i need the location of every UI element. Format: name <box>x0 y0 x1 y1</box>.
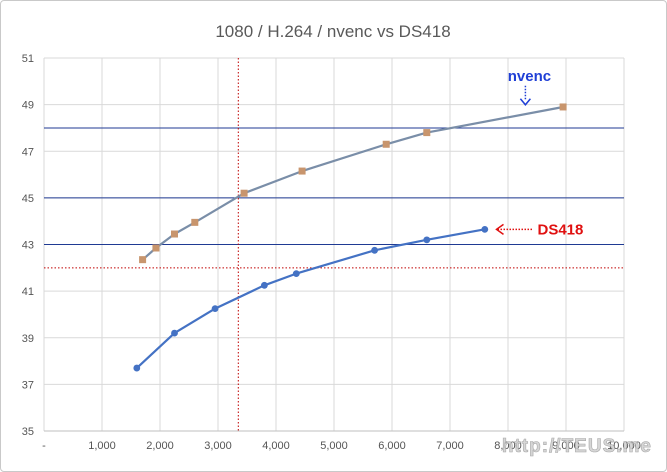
y-tick-label: 39 <box>22 333 34 345</box>
y-tick-label: 51 <box>22 53 34 65</box>
y-tick-label: 41 <box>22 286 34 298</box>
x-tick-label: 7,000 <box>436 440 464 452</box>
series-1-point <box>382 140 390 148</box>
series-1-point <box>152 244 160 252</box>
x-tick-label: 9,000 <box>552 440 580 452</box>
x-tick-label: 3,000 <box>204 440 232 452</box>
series-1-point <box>240 189 248 197</box>
x-tick-label: 4,000 <box>262 440 290 452</box>
y-tick-label: 37 <box>22 379 34 391</box>
series-2-point <box>423 236 431 244</box>
x-tick-label: 8,000 <box>494 440 522 452</box>
x-tick-label: - <box>42 440 46 452</box>
series-1-point <box>171 230 178 238</box>
y-tick-label: 49 <box>22 100 34 112</box>
x-tick-label: 1,000 <box>88 440 116 452</box>
nvenc-arrow-head <box>519 98 531 106</box>
series-2-point <box>171 329 178 337</box>
series-2-point <box>481 225 489 233</box>
series-2-point <box>292 270 300 278</box>
series-2-point <box>211 305 219 313</box>
watermark-text: http://TEUS.me <box>502 436 652 457</box>
x-tick-label: 6,000 <box>378 440 406 452</box>
series-2-point <box>371 246 378 254</box>
series-2-line <box>136 228 485 369</box>
series-1-point <box>139 256 147 264</box>
y-tick-label: 45 <box>22 193 34 205</box>
series-1-point <box>423 129 431 137</box>
series-1-line <box>141 105 564 261</box>
chart-title: 1080 / H.264 / nvenc vs DS418 <box>215 22 450 41</box>
series-1-point <box>191 218 199 226</box>
y-tick-label: 35 <box>22 426 34 438</box>
series-1-point <box>298 167 306 175</box>
y-tick-label: 47 <box>22 146 34 158</box>
nvenc-annotation-label: nvenc <box>508 68 551 85</box>
reference-lines <box>44 58 624 431</box>
series-layer <box>133 103 567 372</box>
x-tick-label: 5,000 <box>320 440 348 452</box>
y-tick-label: 43 <box>22 240 34 252</box>
series-2-point <box>261 281 268 289</box>
x-tick-label: 2,000 <box>146 440 174 452</box>
annotations: nvenc DS418 <box>495 68 584 238</box>
x-tick-label: 10,000 <box>607 440 641 452</box>
ds418-arrow-head <box>495 223 504 235</box>
series-1-point <box>559 103 567 111</box>
axes: 35 37 39 41 43 45 47 49 51 - 1,000 2,000 3,000 4,000 5… <box>22 53 641 452</box>
ds418-annotation-label: DS418 <box>538 221 584 238</box>
series-2-point <box>133 364 141 372</box>
